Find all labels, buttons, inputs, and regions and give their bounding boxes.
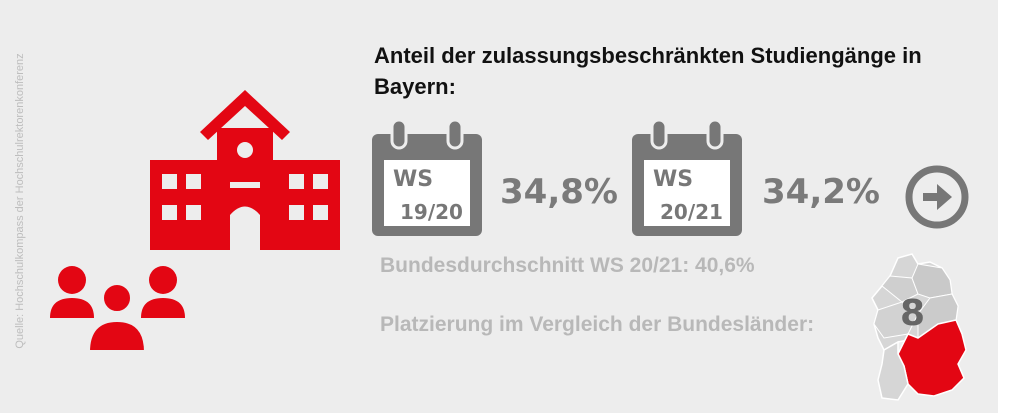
arrow-right-circle-icon	[905, 165, 969, 229]
semester1-label-top: WS	[393, 167, 434, 192]
ranking-value: 8	[900, 293, 926, 334]
germany-map-icon	[871, 253, 967, 401]
semester2-label-top: WS	[653, 167, 694, 192]
people-group-icon	[50, 266, 185, 354]
page-title: Anteil der zulassungsbeschränkten Studie…	[374, 43, 922, 99]
source-note: Quelle: Hochschulkompass der Hochschulre…	[14, 53, 26, 349]
semester2-label-bottom: 20/21	[660, 200, 723, 224]
semester2-value: 34,2%	[762, 172, 880, 212]
school-building-icon	[150, 90, 340, 250]
national-average: Bundesdurchschnitt WS 20/21: 40,6%	[380, 254, 755, 277]
semester1-value: 34,8%	[500, 172, 618, 212]
calendar-icon	[632, 118, 742, 236]
ranking-label: Platzierung im Vergleich der Bundeslände…	[380, 313, 815, 336]
calendar-icon	[372, 118, 482, 236]
semester1-label-bottom: 19/20	[400, 200, 463, 224]
